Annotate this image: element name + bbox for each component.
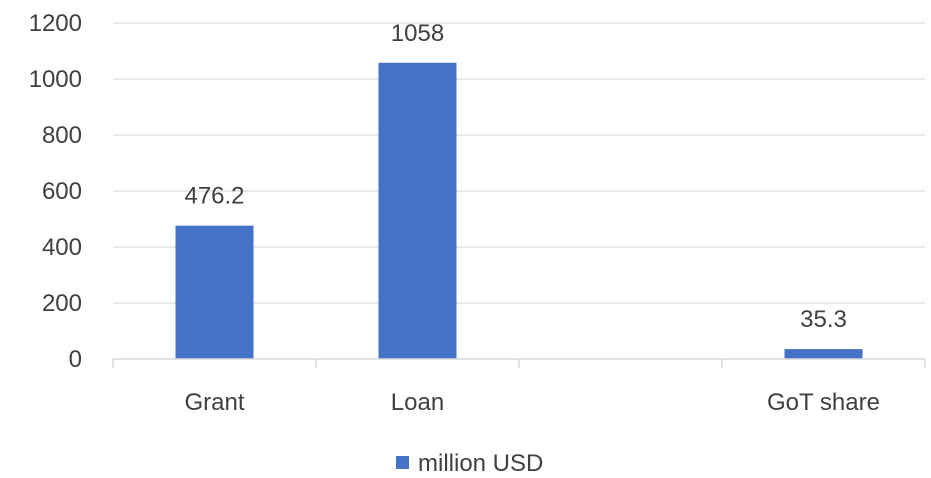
data-label: 476.2: [184, 183, 244, 210]
legend: million USD: [396, 450, 543, 477]
x-axis: Grant Loan GoT share: [112, 358, 926, 416]
y-tick-label: 200: [42, 290, 82, 317]
x-tick-label: Loan: [391, 389, 444, 416]
legend-label: million USD: [418, 450, 543, 477]
y-tick-label: 1000: [29, 66, 82, 93]
y-tick-label: 800: [42, 122, 82, 149]
y-tick-label: 400: [42, 234, 82, 261]
y-tick-label: 0: [69, 346, 82, 373]
y-tick-label: 600: [42, 178, 82, 205]
bar-loan: [378, 62, 457, 359]
data-labels: 476.2 1058 35.3: [184, 20, 846, 333]
x-tick-label: GoT share: [767, 389, 880, 416]
y-tick-label: 1200: [29, 10, 82, 37]
legend-swatch: [396, 456, 409, 469]
data-label: 35.3: [800, 306, 847, 333]
bar-grant: [175, 225, 254, 359]
bar-got-share: [784, 349, 863, 359]
data-label: 1058: [391, 20, 444, 47]
y-axis-ticks: 0 200 400 600 800 1000 1200: [29, 10, 82, 373]
bars: [175, 62, 863, 359]
x-tick-label: Grant: [184, 389, 244, 416]
